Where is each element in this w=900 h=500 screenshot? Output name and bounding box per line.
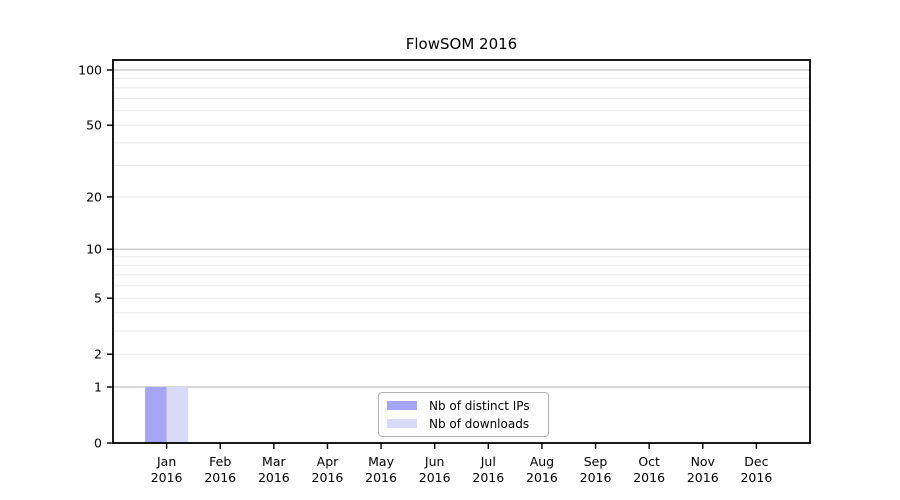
y-tick-label: 1 [94,379,102,394]
y-tick-label: 20 [86,189,102,204]
x-tick-label-year: 2016 [633,470,665,485]
legend-row-downloads: Nb of downloads [379,417,548,431]
chart-title: FlowSOM 2016 [405,35,518,53]
x-tick-label-month: Feb [209,454,231,469]
x-tick-label-month: Jul [480,454,496,469]
x-tick-label-year: 2016 [472,470,504,485]
x-tick-label-year: 2016 [687,470,719,485]
y-tick-label: 10 [86,242,102,257]
legend-label-downloads: Nb of downloads [429,416,530,431]
x-tick-label-year: 2016 [580,470,612,485]
x-tick-label-month: Jan [156,454,176,469]
x-tick-label-month: Mar [262,454,286,469]
legend-swatch-downloads [387,419,417,428]
x-tick-label-month: Nov [691,454,716,469]
bar-distinct-ips [145,386,167,443]
x-tick-label-month: Apr [317,454,339,469]
y-tick-label: 100 [78,63,102,78]
legend-row-distinct-ips: Nb of distinct IPs [379,399,548,413]
y-tick-label: 5 [94,291,102,306]
x-tick-label-month: Oct [638,454,660,469]
x-tick-label-month: Sep [584,454,608,469]
x-tick-label-month: Jun [424,454,445,469]
legend-box: Nb of distinct IPs Nb of downloads [378,392,549,437]
x-tick-label-year: 2016 [740,470,772,485]
y-tick-label: 0 [94,436,102,451]
y-tick-label: 50 [86,118,102,133]
x-tick-label-year: 2016 [419,470,451,485]
x-tick-label-year: 2016 [312,470,344,485]
x-tick-label-month: Aug [530,454,554,469]
plot-border [112,59,811,444]
x-tick-label-year: 2016 [151,470,183,485]
x-tick-label-month: Dec [744,454,768,469]
legend-swatch-distinct-ips [387,401,417,410]
bar-downloads [166,386,189,443]
y-tick-label: 2 [94,347,102,362]
x-tick-label-year: 2016 [258,470,290,485]
x-tick-label-month: May [368,454,394,469]
x-tick-label-year: 2016 [204,470,236,485]
legend-label-distinct-ips: Nb of distinct IPs [429,398,530,413]
x-tick-label-year: 2016 [526,470,558,485]
x-tick-label-year: 2016 [365,470,397,485]
